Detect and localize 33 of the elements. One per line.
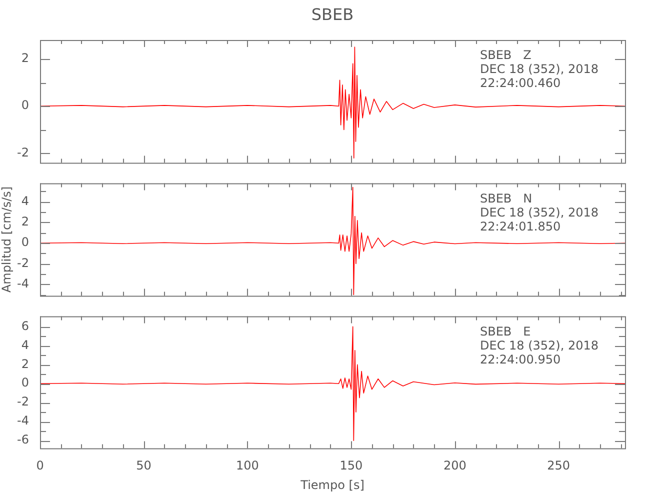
y-tick-label: 0 bbox=[21, 98, 29, 112]
y-tick-label: -4 bbox=[17, 414, 29, 428]
y-tick-label: 2 bbox=[21, 214, 29, 229]
y-tick-label: -2 bbox=[17, 145, 29, 160]
x-tick-label: 250 bbox=[547, 458, 570, 473]
x-tick-label: 150 bbox=[340, 458, 363, 473]
annotation: DEC 18 (352), 2018 bbox=[480, 205, 599, 220]
y-tick-label: -2 bbox=[17, 256, 29, 270]
y-tick-label: -2 bbox=[17, 394, 29, 409]
y-tick-label: 2 bbox=[21, 356, 29, 371]
x-tick-label: 0 bbox=[36, 458, 44, 473]
annotation: 22:24:01.850 bbox=[480, 219, 561, 234]
x-tick-label: 50 bbox=[136, 458, 152, 473]
annotation: 22:24:00.460 bbox=[480, 76, 561, 90]
y-axis-title: Amplitud [cm/s/s] bbox=[0, 186, 14, 293]
x-tick-label: 200 bbox=[443, 458, 466, 473]
annotation: DEC 18 (352), 2018 bbox=[480, 62, 599, 76]
x-tick-label: 100 bbox=[236, 458, 259, 473]
y-tick-label: 6 bbox=[21, 318, 29, 333]
chart-title: SBEB bbox=[311, 5, 354, 24]
y-tick-label: 0 bbox=[21, 235, 29, 250]
y-tick-label: -6 bbox=[17, 432, 29, 447]
annotation: SBEB N bbox=[480, 191, 532, 206]
annotation: 22:24:00.950 bbox=[480, 352, 561, 366]
y-tick-label: 4 bbox=[21, 338, 29, 352]
annotation: SBEB E bbox=[480, 324, 531, 338]
annotation: DEC 18 (352), 2018 bbox=[480, 338, 599, 352]
annotation: SBEB Z bbox=[480, 48, 532, 62]
y-tick-label: 2 bbox=[21, 51, 29, 66]
y-tick-label: -4 bbox=[17, 276, 29, 291]
y-tick-label: 0 bbox=[21, 376, 29, 390]
y-tick-label: 4 bbox=[21, 194, 29, 208]
x-axis-title: Tiempo [s] bbox=[300, 478, 364, 492]
